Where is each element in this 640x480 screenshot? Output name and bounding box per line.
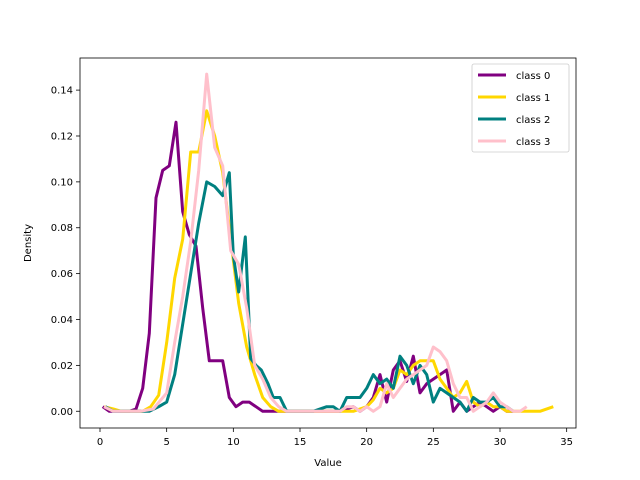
x-axis-label: Value — [314, 458, 341, 469]
x-tick-label: 10 — [227, 437, 240, 448]
x-tick-label: 25 — [427, 437, 440, 448]
tick-layer: 0 5 10 15 20 25 30 35 0.00 0.02 0.04 0.06 0.08 0.10 0.… — [51, 86, 573, 448]
x-tick-label: 0 — [97, 437, 103, 448]
y-tick-label: 0.12 — [51, 131, 73, 142]
series-line-class-3 — [103, 72, 528, 413]
series-layer — [101, 72, 554, 413]
x-tick-label: 35 — [560, 437, 573, 448]
y-axis-label: Density — [23, 224, 34, 262]
plot-frame — [79, 57, 577, 429]
legend-box — [471, 63, 570, 153]
y-tick-label: 0.14 — [51, 86, 73, 97]
y-tick-label: 0.08 — [51, 223, 73, 234]
x-tick-label: 20 — [360, 437, 373, 448]
legend: class 0 class 1 class 2 class 3 — [471, 63, 570, 153]
legend-label-class-3: class 3 — [516, 137, 550, 148]
series-line-class-2 — [104, 171, 515, 413]
x-tick-label: 5 — [163, 437, 169, 448]
y-tick-label: 0.10 — [51, 177, 73, 188]
x-tick-label: 30 — [494, 437, 507, 448]
legend-label-class-2: class 2 — [516, 115, 550, 126]
legend-label-class-0: class 0 — [516, 71, 550, 82]
y-tick-label: 0.04 — [51, 315, 73, 326]
series-line-class-1 — [103, 109, 554, 413]
y-tick-label: 0.06 — [51, 269, 73, 280]
x-tick-label: 15 — [294, 437, 307, 448]
legend-label-class-1: class 1 — [516, 93, 550, 104]
y-tick-label: 0.02 — [51, 361, 73, 372]
y-tick-label: 0.00 — [51, 407, 73, 418]
